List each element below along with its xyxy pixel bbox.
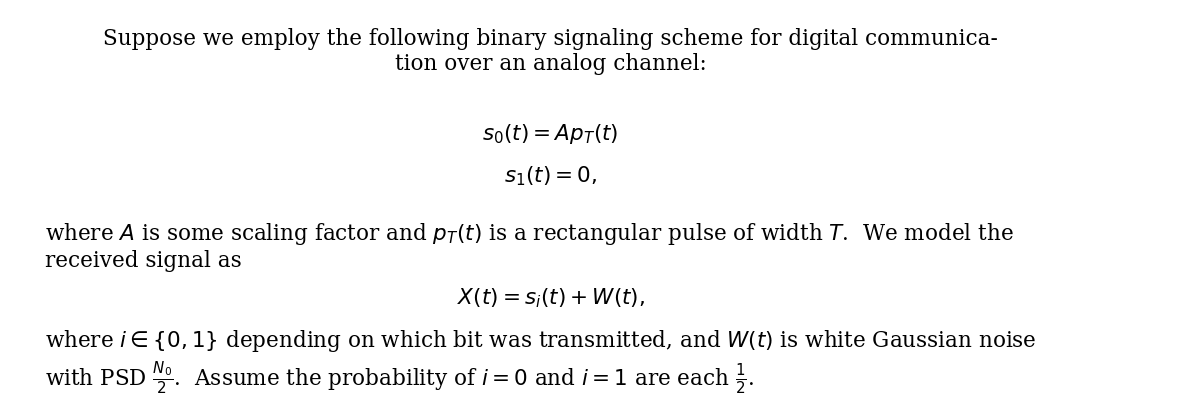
Text: $s_1(t) = 0,$: $s_1(t) = 0,$ bbox=[504, 164, 598, 188]
Text: $X(t) = s_i(t) + W(t),$: $X(t) = s_i(t) + W(t),$ bbox=[456, 287, 644, 311]
Text: $s_0(t) = Ap_T(t)$: $s_0(t) = Ap_T(t)$ bbox=[482, 123, 619, 147]
Text: where $A$ is some scaling factor and $p_T(t)$ is a rectangular pulse of width $T: where $A$ is some scaling factor and $p_… bbox=[46, 221, 1014, 272]
Text: Suppose we employ the following binary signaling scheme for digital communica-
t: Suppose we employ the following binary s… bbox=[103, 28, 998, 75]
Text: where $i \in \{0,1\}$ depending on which bit was transmitted, and $W(t)$ is whit: where $i \in \{0,1\}$ depending on which… bbox=[46, 328, 1037, 397]
